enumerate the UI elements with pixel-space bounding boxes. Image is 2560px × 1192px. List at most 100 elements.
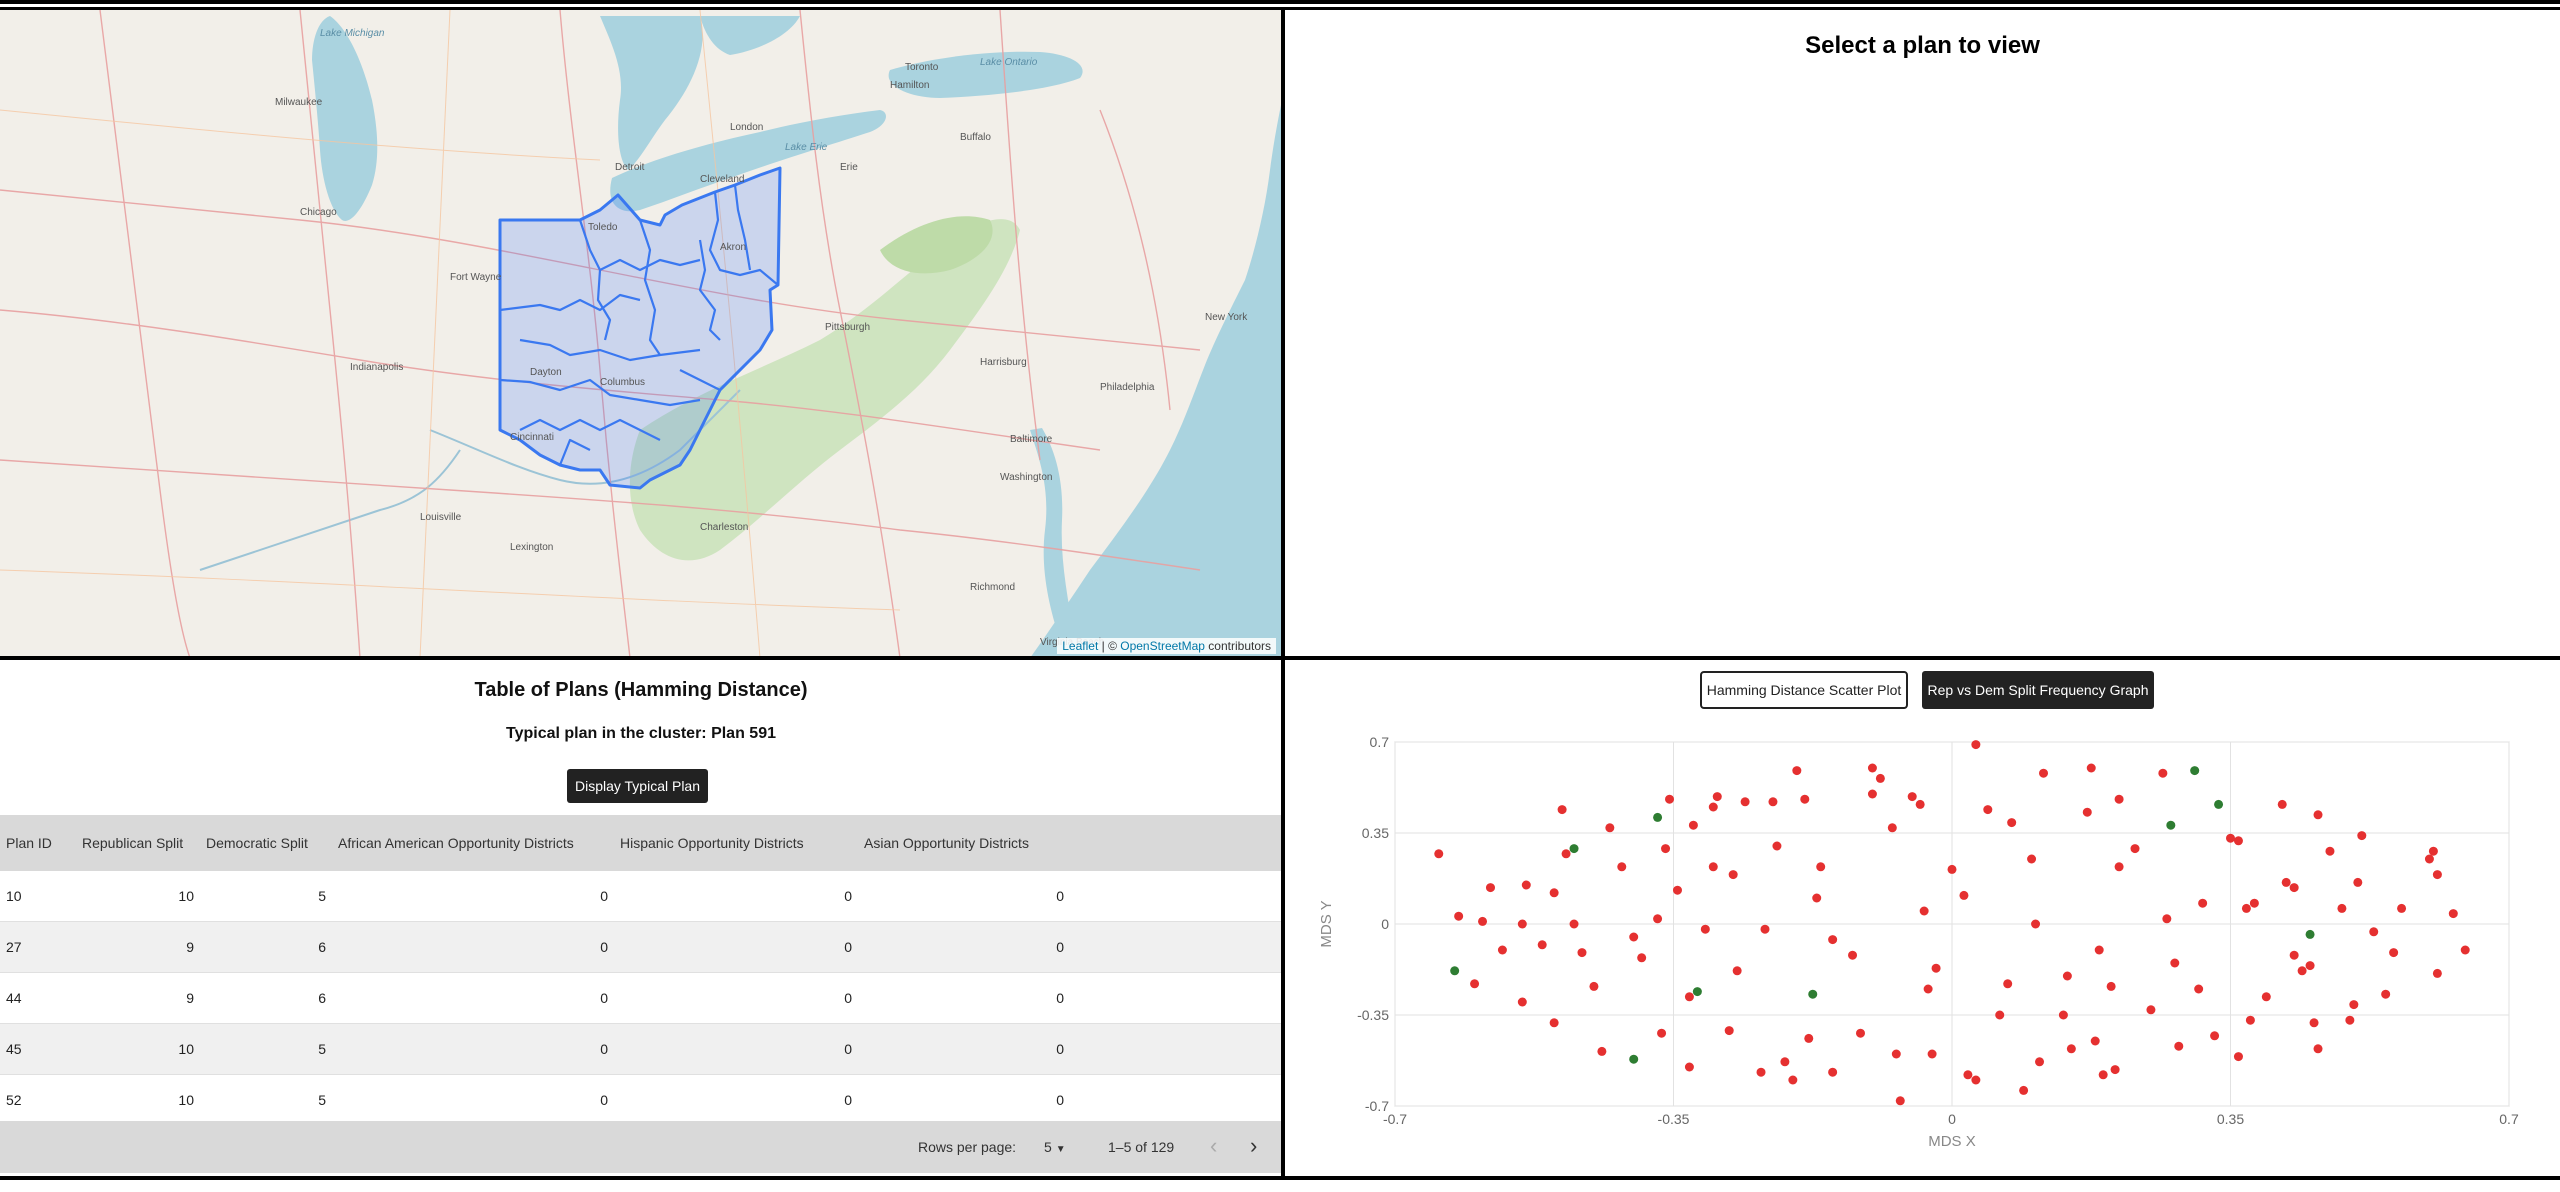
scatter-point[interactable] [1708,802,1718,812]
scatter-point[interactable] [1724,1026,1734,1036]
scatter-point[interactable] [1855,1028,1865,1038]
scatter-point[interactable] [1971,740,1981,750]
scatter-point[interactable] [1557,805,1567,815]
scatter-point[interactable] [2158,768,2168,778]
scatter-point[interactable] [2353,877,2363,887]
scatter-point[interactable] [1983,805,1993,815]
header-democratic-split[interactable]: Democratic Split [200,815,332,871]
scatter-point[interactable] [2448,909,2458,919]
scatter-point[interactable] [1816,862,1826,872]
scatter-point[interactable] [1788,1075,1798,1085]
scatter-point[interactable] [2166,820,2176,830]
header-african-american-districts[interactable]: African American Opportunity Districts [332,815,614,871]
scatter-point[interactable] [2210,1031,2220,1041]
scatter-point[interactable] [2090,1036,2100,1046]
scatter-point[interactable] [1895,1096,1905,1106]
scatter-point[interactable] [2058,1010,2068,1020]
scatter-point[interactable] [1569,919,1579,929]
scatter-point[interactable] [2424,854,2434,864]
rows-per-page-select[interactable]: 5 ▼ [1044,1139,1066,1155]
scatter-point[interactable] [2039,768,2049,778]
scatter-point[interactable] [2226,833,2235,843]
scatter-point[interactable] [1995,1010,2005,1020]
scatter-point[interactable] [1875,773,1885,783]
scatter-point[interactable] [2428,846,2438,856]
scatter-point[interactable] [2325,846,2335,856]
rep-dem-frequency-button[interactable]: Rep vs Dem Split Frequency Graph [1922,671,2154,709]
scatter-point[interactable] [1629,932,1639,942]
scatter-point[interactable] [1959,890,1969,900]
scatter-point[interactable] [1605,823,1615,833]
scatter-point[interactable] [2389,948,2399,958]
scatter-point[interactable] [1597,1046,1607,1056]
scatter-point[interactable] [1454,911,1464,921]
scatter-point[interactable] [2035,1057,2045,1067]
scatter-point[interactable] [2086,763,2096,773]
scatter-point[interactable] [2305,961,2315,971]
scatter-point[interactable] [2460,945,2470,955]
scatter-point[interactable] [1672,885,1682,895]
scatter-point[interactable] [2313,810,2323,820]
scatter-point[interactable] [2214,799,2224,809]
scatter-point[interactable] [2082,807,2092,817]
scatter-point[interactable] [2297,966,2307,976]
scatter-point[interactable] [1923,984,1933,994]
scatter-point[interactable] [1848,950,1858,960]
scatter-point[interactable] [2170,958,2180,968]
scatter-point[interactable] [2397,903,2407,913]
table-row[interactable]: 27 9 6 0 0 0 [0,921,1282,973]
map-panel[interactable]: Lake Michigan Milwaukee Chicago Detroit … [0,10,1282,658]
scatter-point[interactable] [1684,1062,1694,1072]
scatter-point[interactable] [2277,799,2287,809]
table-row[interactable]: 45 10 5 0 0 0 [0,1023,1282,1075]
scatter-point[interactable] [1867,763,1877,773]
scatter-point[interactable] [1828,935,1838,945]
scatter-point[interactable] [1549,1018,1559,1028]
scatter-point[interactable] [1434,849,1444,859]
scatter-point[interactable] [2289,883,2299,893]
scatter-point[interactable] [1792,766,1802,776]
scatter-point[interactable] [1569,844,1579,854]
scatter-point[interactable] [1732,966,1742,976]
scatter-point[interactable] [2309,1018,2319,1028]
scatter-point[interactable] [1589,981,1599,991]
scatter-point[interactable] [2349,1000,2359,1010]
scatter-point[interactable] [2233,1052,2243,1062]
scatter-point[interactable] [1537,940,1547,950]
scatter-point[interactable] [2146,1005,2156,1015]
scatter-point[interactable] [1549,888,1559,898]
scatter-point[interactable] [1700,924,1710,934]
scatter-point[interactable] [1629,1054,1639,1064]
table-row[interactable]: 44 9 6 0 0 0 [0,972,1282,1024]
map-canvas[interactable]: Lake Michigan Milwaukee Chicago Detroit … [0,10,1282,658]
scatter-point[interactable] [2094,945,2104,955]
scatter-point[interactable] [2174,1041,2184,1051]
scatter-point[interactable] [2106,981,2116,991]
scatter-point[interactable] [1517,997,1527,1007]
display-typical-plan-button[interactable]: Display Typical Plan [567,769,708,803]
scatter-point[interactable] [2062,971,2072,981]
scatter-point[interactable] [2019,1085,2029,1095]
scatter-point[interactable] [1867,789,1877,799]
scatter-point[interactable] [1907,792,1917,802]
scatter-point[interactable] [1804,1033,1814,1043]
scatter-point[interactable] [2381,989,2391,999]
scatter-point[interactable] [1708,862,1718,872]
scatter-point[interactable] [1470,979,1480,989]
scatter-point[interactable] [2114,862,2124,872]
scatter-point[interactable] [1692,987,1702,997]
scatter-point[interactable] [2110,1065,2120,1075]
scatter-point[interactable] [1478,916,1488,926]
scatter-point[interactable] [1688,820,1698,830]
scatter-point[interactable] [2313,1044,2323,1054]
scatter-point[interactable] [1617,862,1627,872]
scatter-point[interactable] [2432,870,2442,880]
scatter-point[interactable] [1891,1049,1901,1059]
mds-scatter-plot[interactable]: -0.7 -0.35 0 0.35 0.7 0.7 0.35 0 -0.35 -0.7 MDS X M… [1285,661,2560,1179]
scatter-point[interactable] [2369,927,2379,937]
header-asian-districts[interactable]: Asian Opportunity Districts [858,815,1070,871]
header-hispanic-districts[interactable]: Hispanic Opportunity Districts [614,815,858,871]
scatter-point[interactable] [1947,864,1957,874]
leaflet-link[interactable]: Leaflet [1062,639,1099,653]
scatter-point[interactable] [1760,924,1770,934]
